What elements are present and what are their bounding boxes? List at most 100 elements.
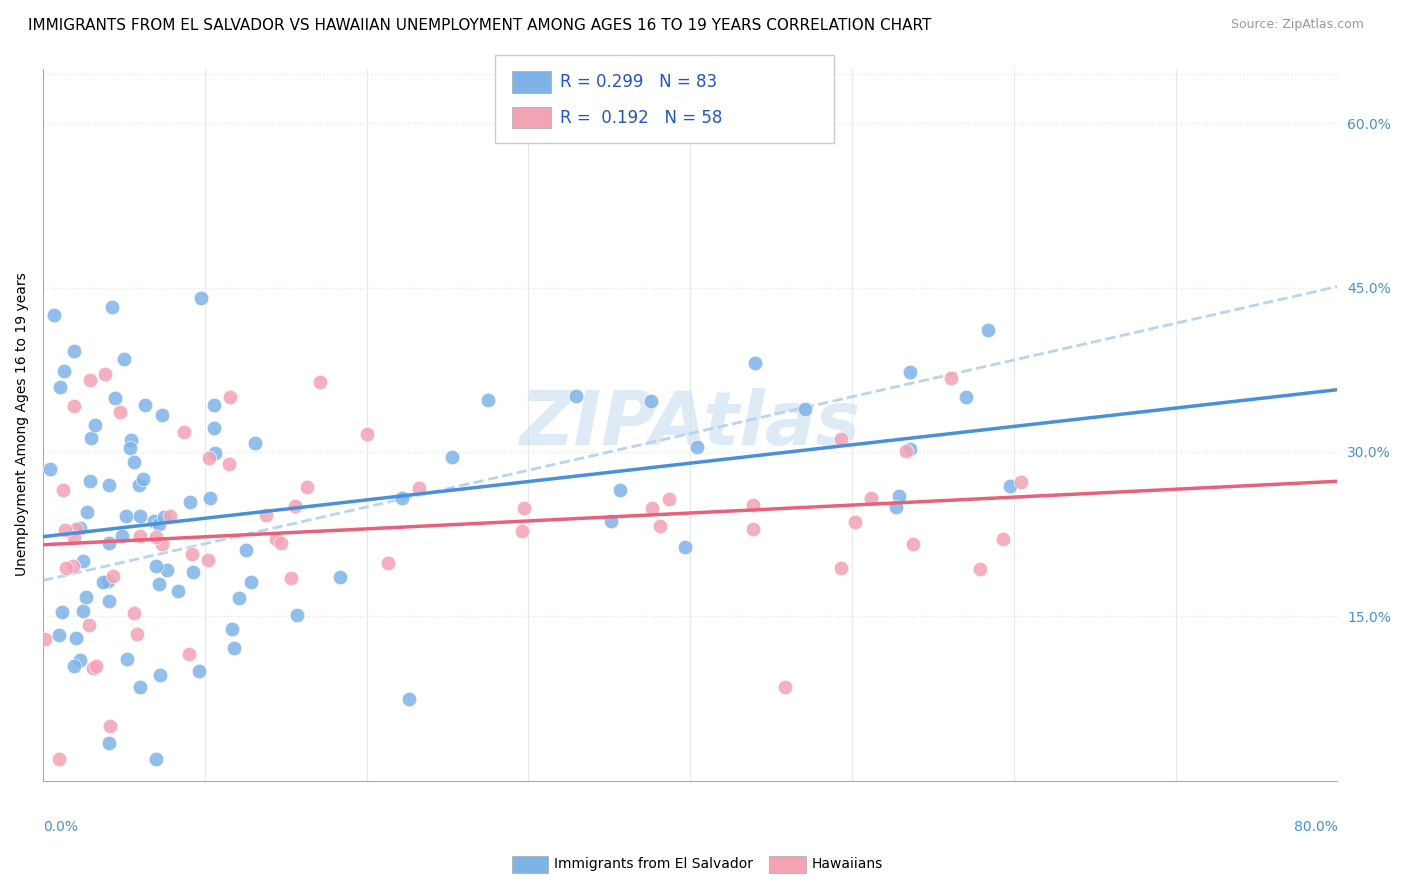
Point <box>513 501 536 516</box>
Text: IMMIGRANTS FROM EL SALVADOR VS HAWAIIAN UNEMPLOYMENT AMONG AGES 16 TO 19 YEARS C: IMMIGRANTS FROM EL SALVADOR VS HAWAIIAN … <box>28 18 932 33</box>
Point <box>122 455 145 469</box>
Point <box>34 632 56 647</box>
Point <box>977 322 1000 336</box>
Point <box>115 508 138 523</box>
Point <box>609 483 631 498</box>
Point <box>55 560 77 574</box>
Point <box>39 462 62 476</box>
Text: Immigrants from El Salvador: Immigrants from El Salvador <box>554 857 754 871</box>
Text: R = 0.299   N = 83: R = 0.299 N = 83 <box>560 73 717 91</box>
Point <box>148 577 170 591</box>
Point <box>98 736 121 750</box>
Point <box>52 364 75 378</box>
Point <box>408 481 430 495</box>
Point <box>219 390 242 404</box>
Point <box>48 627 70 641</box>
Point <box>377 557 399 571</box>
Point <box>744 356 766 370</box>
Point <box>101 300 124 314</box>
Point <box>198 491 221 506</box>
Point <box>129 529 152 543</box>
Point <box>254 508 277 522</box>
Point <box>901 537 924 551</box>
Point <box>79 617 101 632</box>
Point <box>98 593 121 607</box>
Point <box>886 500 908 515</box>
Point <box>62 558 84 573</box>
Point <box>860 491 883 505</box>
Point <box>1010 475 1032 489</box>
Point <box>120 433 142 447</box>
Point <box>894 444 917 458</box>
Point <box>844 515 866 529</box>
Point <box>197 552 219 566</box>
Point <box>284 499 307 513</box>
Point <box>221 622 243 636</box>
Point <box>84 659 107 673</box>
Point <box>128 680 150 694</box>
Point <box>742 523 765 537</box>
Point <box>82 660 104 674</box>
Point <box>440 450 463 465</box>
Point <box>93 574 115 589</box>
Point <box>773 680 796 694</box>
Point <box>179 495 201 509</box>
Point <box>148 517 170 532</box>
Point <box>75 590 97 604</box>
Point <box>565 389 588 403</box>
Point <box>190 291 212 305</box>
Point <box>830 561 852 575</box>
Point <box>640 394 662 409</box>
Y-axis label: Unemployment Among Ages 16 to 19 years: Unemployment Among Ages 16 to 19 years <box>15 273 30 576</box>
Point <box>48 752 70 766</box>
Point <box>264 532 287 546</box>
Point <box>243 435 266 450</box>
Point <box>167 584 190 599</box>
Point <box>202 398 225 412</box>
Point <box>955 390 977 404</box>
Point <box>111 529 134 543</box>
Point <box>1000 479 1022 493</box>
Point <box>72 604 94 618</box>
Point <box>187 664 209 678</box>
Point <box>356 427 378 442</box>
Point <box>510 524 533 538</box>
Point <box>887 489 910 503</box>
Point <box>83 418 105 433</box>
Point <box>150 537 173 551</box>
Point <box>898 442 921 456</box>
Point <box>181 565 204 579</box>
Point <box>49 380 72 394</box>
Point <box>329 570 352 584</box>
Point <box>53 523 76 537</box>
Point <box>98 536 121 550</box>
Point <box>152 510 174 524</box>
Point <box>145 559 167 574</box>
Point <box>128 478 150 492</box>
Point <box>44 308 66 322</box>
Point <box>79 474 101 488</box>
Point <box>235 542 257 557</box>
Point <box>76 505 98 519</box>
Point <box>145 530 167 544</box>
Point <box>180 547 202 561</box>
Point <box>285 608 308 623</box>
Point <box>177 647 200 661</box>
Point <box>280 571 302 585</box>
Point <box>391 491 413 505</box>
Point <box>103 392 125 406</box>
Point <box>65 522 87 536</box>
Point <box>63 344 86 359</box>
Text: Source: ZipAtlas.com: Source: ZipAtlas.com <box>1230 18 1364 31</box>
Point <box>218 457 240 471</box>
Point <box>650 519 672 533</box>
Point <box>198 450 221 465</box>
Point <box>270 536 292 550</box>
Point <box>52 483 75 497</box>
Point <box>398 691 420 706</box>
Point <box>63 399 86 413</box>
Point <box>686 440 709 454</box>
Point <box>222 640 245 655</box>
Point <box>159 508 181 523</box>
Point <box>120 441 142 455</box>
